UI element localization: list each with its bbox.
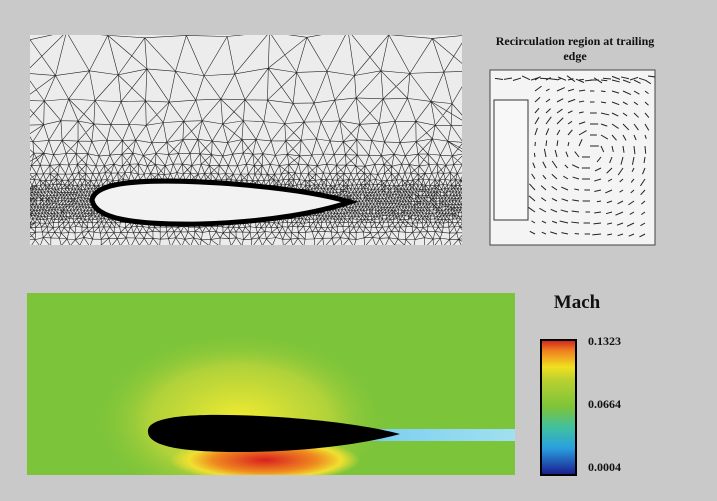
trailing-edge xyxy=(494,100,528,220)
inset-title: Recirculation region at trailing edge xyxy=(495,34,655,64)
colorbar xyxy=(541,340,576,475)
figure-graphics xyxy=(0,0,717,501)
colorbar-tick-label: 0.0004 xyxy=(588,460,621,475)
colorbar-tick-label: 0.0664 xyxy=(588,397,621,412)
colorbar-tick-label: 0.1323 xyxy=(588,334,621,349)
figure: Recirculation region at trailing edge Ma… xyxy=(0,0,717,501)
colorbar-title: Mach xyxy=(545,292,609,314)
mach-contour xyxy=(27,293,515,501)
